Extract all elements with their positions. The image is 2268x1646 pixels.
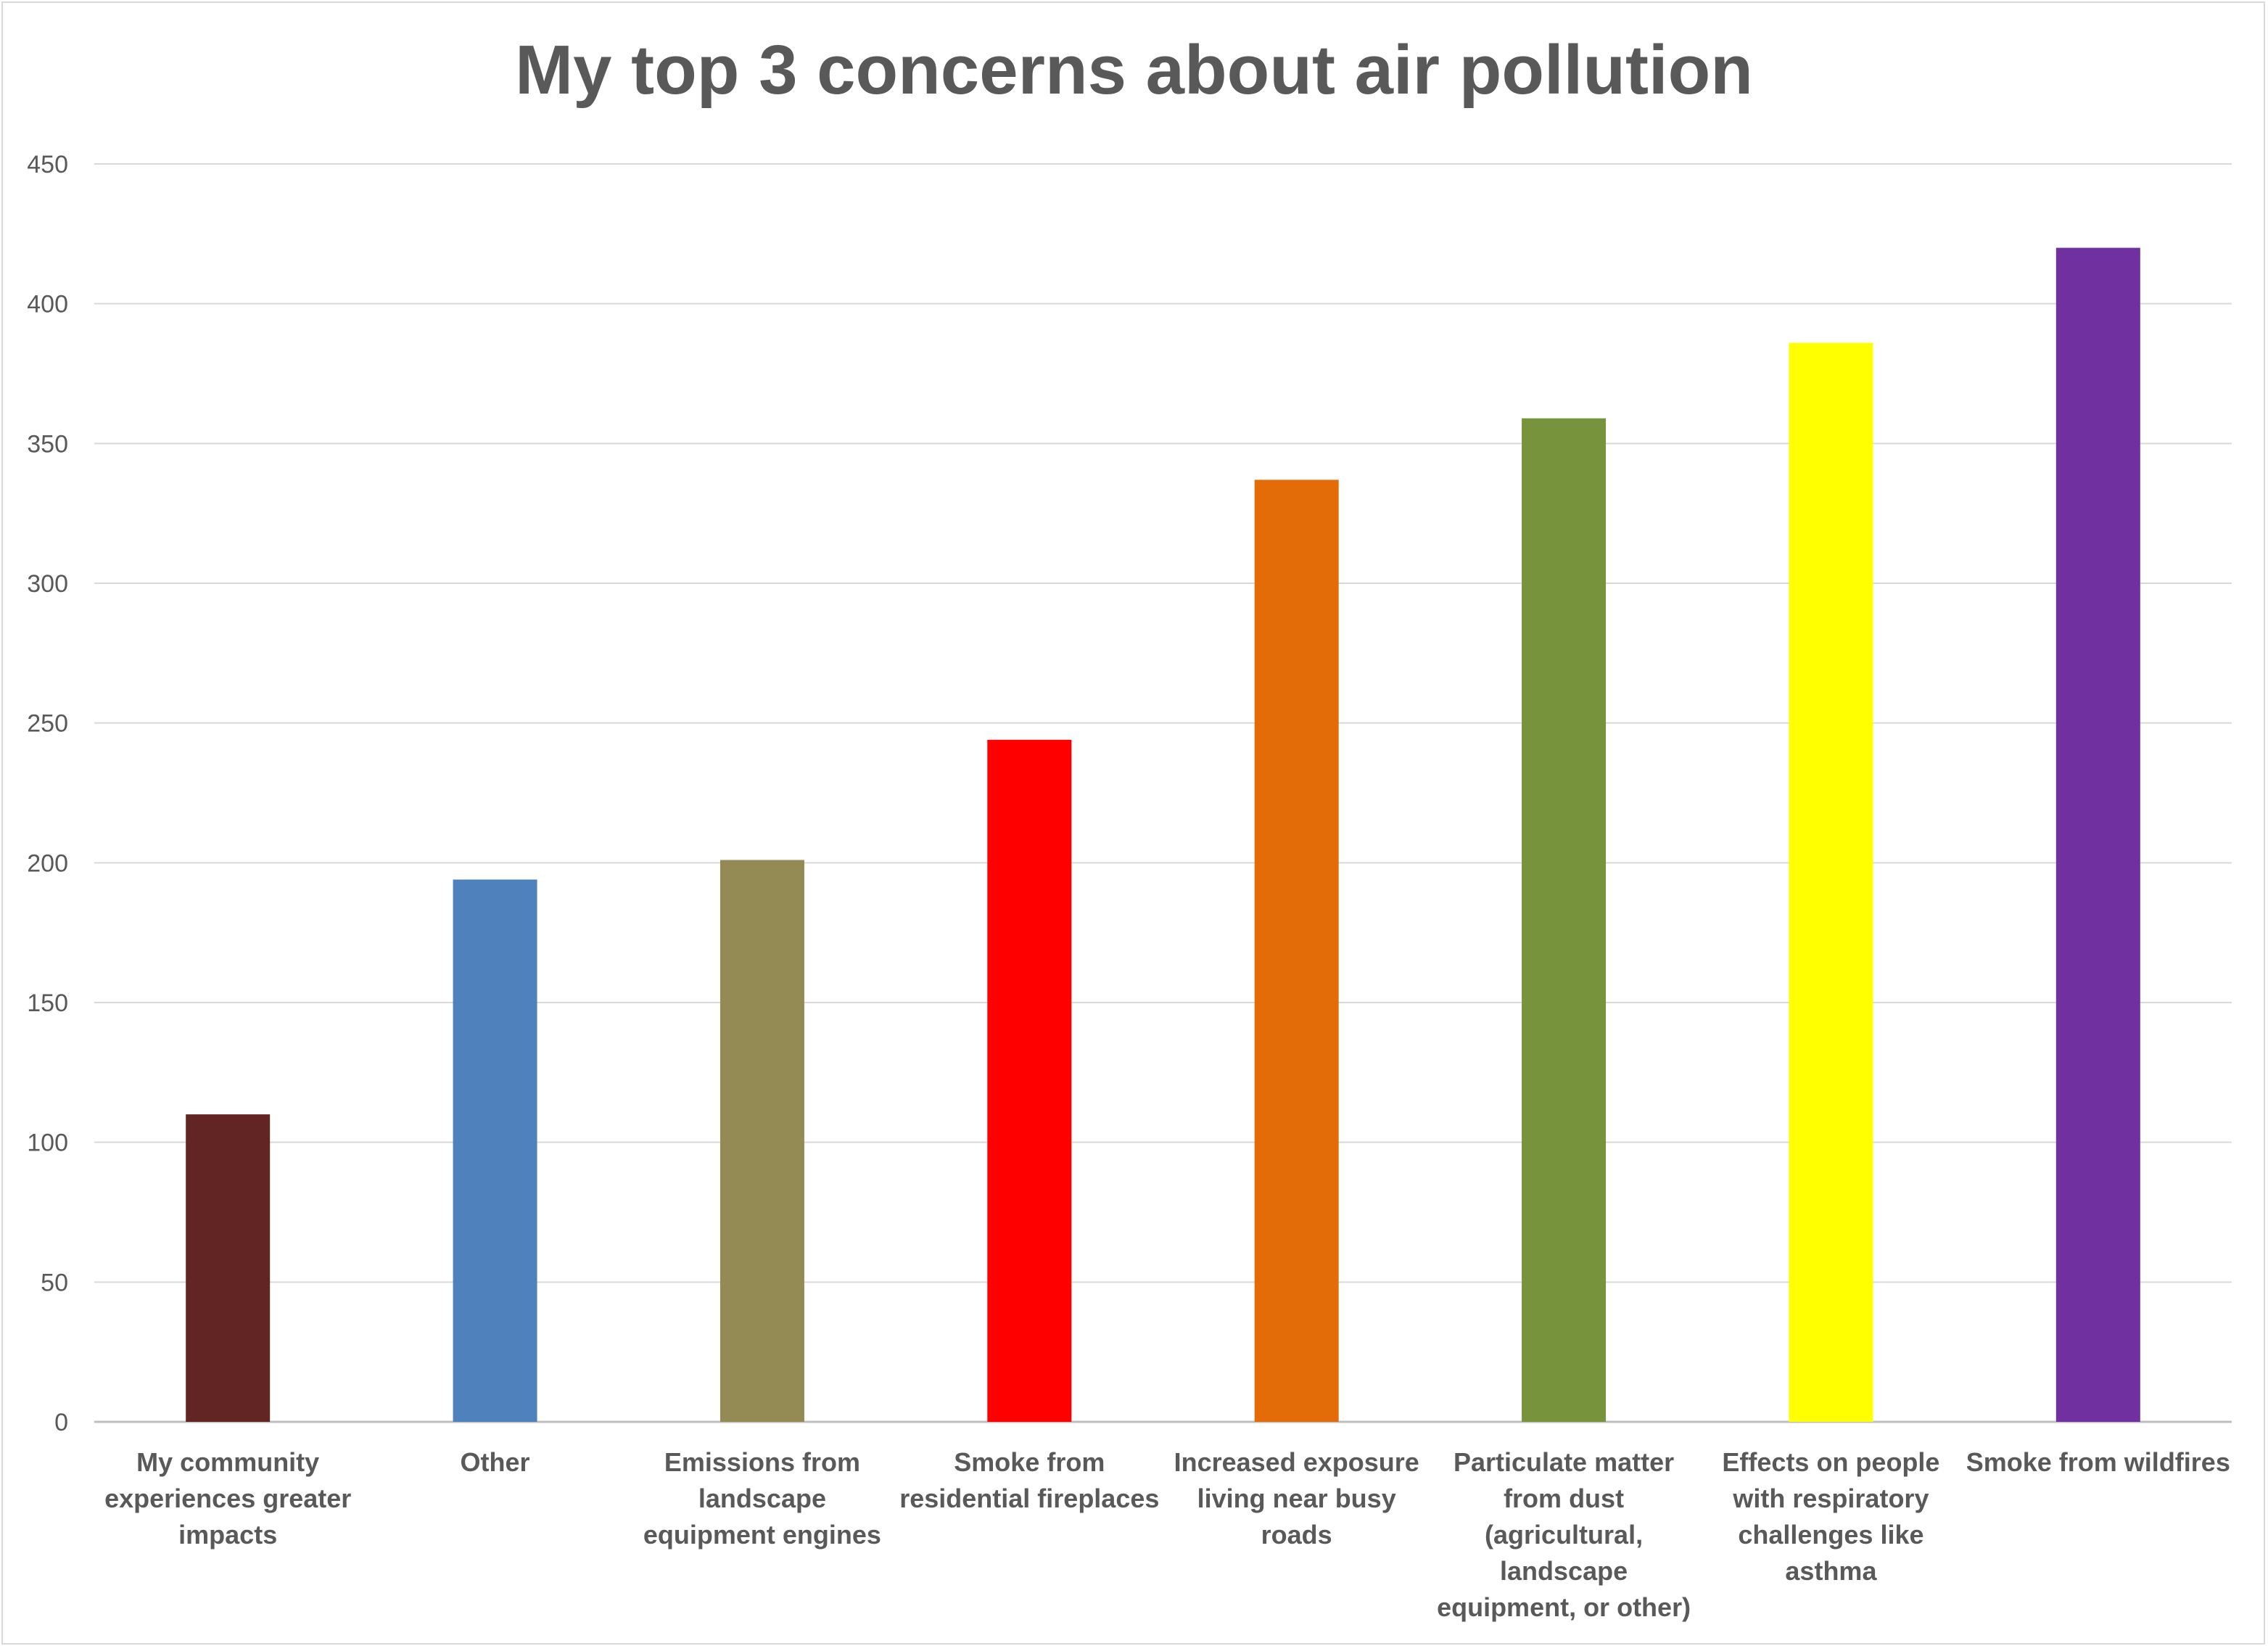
x-tick-label: Particulate matter from dust (agricultural… <box>1437 1447 1691 1622</box>
x-tick-label-line: roads <box>1261 1520 1332 1550</box>
bar <box>453 879 537 1422</box>
bar <box>987 739 1072 1422</box>
y-axis: 0 50 100 150 200 250 300 350 400 450 <box>27 151 68 1436</box>
x-tick-label-line: with respiratory <box>1732 1484 1929 1513</box>
x-tick-label: Effects on people with respiratory challen… <box>1722 1447 1939 1586</box>
y-tick-label: 350 <box>27 430 68 458</box>
bar <box>1789 342 1873 1423</box>
x-tick-label-line: impacts <box>178 1520 277 1550</box>
x-tick-label-line: Smoke from <box>954 1447 1105 1477</box>
x-tick-label-line: challenges like <box>1738 1520 1923 1550</box>
y-tick-label: 450 <box>27 151 68 178</box>
x-axis: My community experiences greater impacts Ot… <box>104 1447 2230 1622</box>
x-tick-label-line: Other <box>461 1447 530 1477</box>
bar <box>1522 418 1607 1422</box>
y-tick-label: 400 <box>27 291 68 318</box>
x-tick-label-line: living near busy <box>1197 1484 1396 1513</box>
x-tick-label: Other <box>461 1447 530 1477</box>
y-tick-label: 300 <box>27 570 68 598</box>
x-tick-label: Smoke from residential fireplaces <box>899 1447 1159 1513</box>
x-tick-label-line: My community <box>136 1447 319 1477</box>
x-tick-label-line: landscape <box>698 1484 826 1513</box>
x-tick-label: Emissions from landscape equipment engines <box>643 1447 881 1550</box>
x-tick-label: Smoke from wildfires <box>1966 1447 2230 1477</box>
x-tick-label-line: from dust <box>1504 1484 1624 1513</box>
x-tick-label-line: equipment engines <box>643 1520 881 1550</box>
y-tick-label: 50 <box>41 1269 68 1296</box>
gridlines <box>94 163 2232 1423</box>
y-tick-label: 0 <box>54 1409 68 1436</box>
y-tick-label: 150 <box>27 989 68 1017</box>
bar <box>2055 247 2140 1423</box>
bar <box>186 1114 271 1422</box>
x-tick-label-line: Smoke from wildfires <box>1966 1447 2230 1477</box>
x-tick-label-line: Emissions from <box>664 1447 860 1477</box>
bars <box>186 247 2140 1423</box>
y-tick-label: 250 <box>27 710 68 738</box>
x-tick-label-line: Effects on people <box>1722 1447 1939 1477</box>
x-tick-label-line: Increased exposure <box>1174 1447 1419 1477</box>
x-tick-label-line: residential fireplaces <box>899 1484 1159 1513</box>
bar <box>1254 480 1339 1422</box>
x-tick-label-line: Particulate matter <box>1453 1447 1674 1477</box>
y-tick-label: 200 <box>27 849 68 877</box>
x-tick-label-line: (agricultural, <box>1485 1520 1643 1550</box>
chart-title: My top 3 concerns about air pollution <box>515 31 1753 109</box>
y-tick-label: 100 <box>27 1129 68 1157</box>
bar <box>719 860 804 1422</box>
x-tick-label: Increased exposure living near busy roads <box>1174 1447 1419 1550</box>
x-tick-label-line: landscape <box>1500 1556 1628 1586</box>
x-tick-label: My community experiences greater impacts <box>104 1447 351 1550</box>
x-tick-label-line: experiences greater <box>104 1484 351 1513</box>
x-tick-label-line: equipment, or other) <box>1437 1592 1691 1622</box>
x-tick-label-line: asthma <box>1785 1556 1877 1586</box>
